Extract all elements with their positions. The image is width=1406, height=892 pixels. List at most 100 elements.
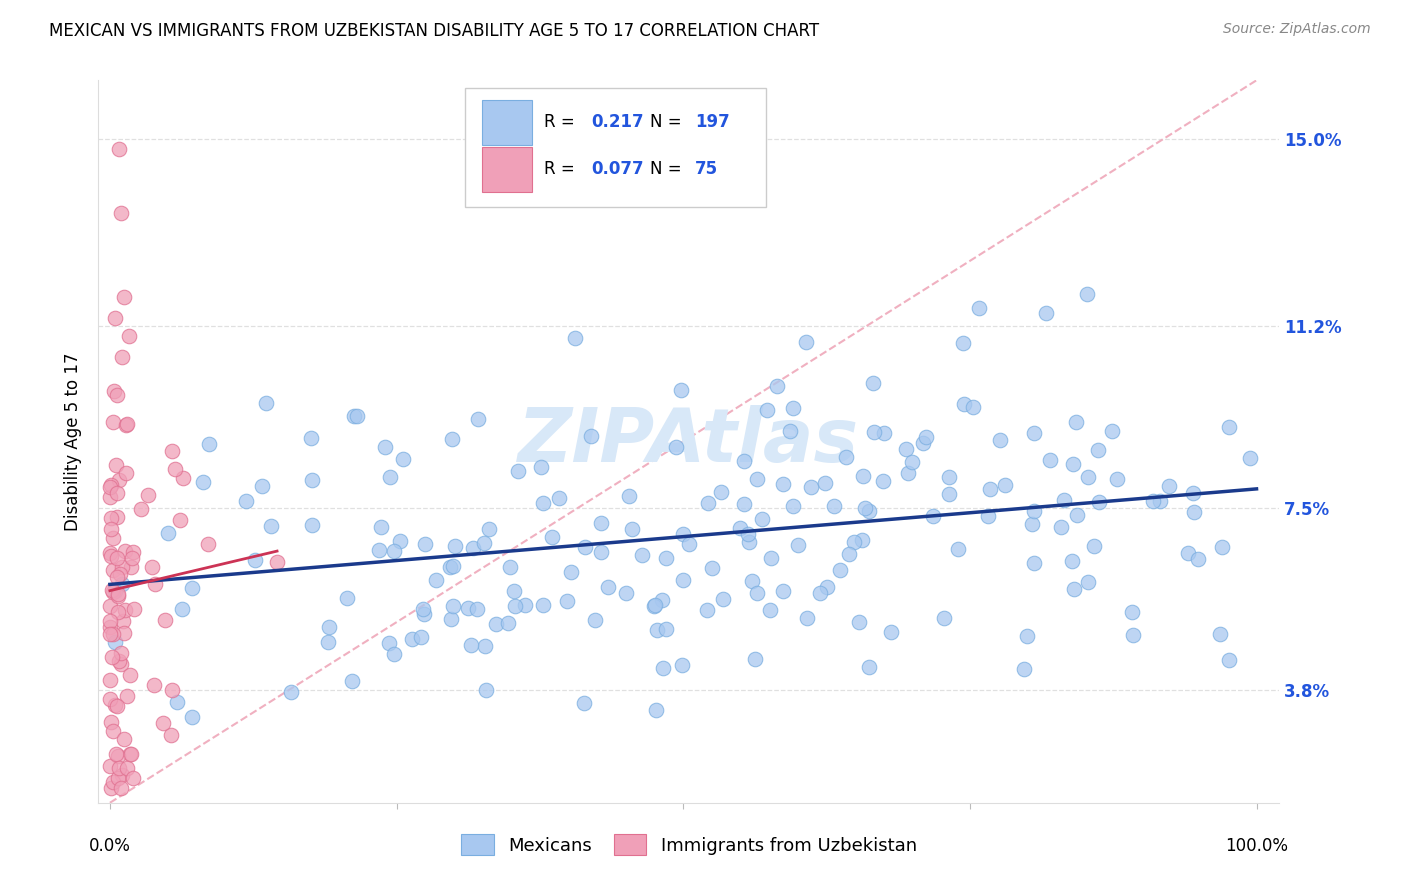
Point: [441, 599, 464, 613]
Point: [160, 444, 183, 458]
Point: [671, 658, 693, 673]
Text: 100.0%: 100.0%: [1225, 838, 1288, 855]
Point: [98, 759, 121, 773]
Point: [651, 593, 673, 607]
Point: [815, 580, 838, 594]
Point: [766, 379, 789, 393]
Point: [111, 767, 134, 781]
Point: [644, 598, 666, 612]
Point: [645, 624, 668, 638]
Text: 197: 197: [695, 113, 730, 131]
Point: [1039, 453, 1062, 467]
Point: [967, 301, 990, 315]
Point: [160, 728, 183, 742]
Point: [953, 397, 976, 411]
Point: [197, 537, 219, 551]
Point: [98, 627, 121, 641]
Point: [787, 538, 810, 552]
Point: [858, 504, 880, 518]
Point: [530, 460, 553, 475]
Point: [1218, 420, 1240, 434]
Point: [316, 634, 339, 648]
Point: [901, 454, 924, 468]
Point: [463, 541, 485, 556]
Point: [796, 611, 818, 625]
Point: [1149, 493, 1171, 508]
Point: [503, 599, 526, 613]
Point: [101, 650, 124, 665]
Point: [548, 491, 571, 506]
Point: [107, 748, 129, 763]
Point: [193, 475, 215, 489]
Point: [772, 583, 794, 598]
FancyBboxPatch shape: [482, 147, 531, 192]
Point: [343, 409, 366, 423]
Point: [104, 584, 127, 599]
Point: [112, 289, 135, 303]
Point: [368, 543, 391, 558]
Point: [318, 619, 340, 633]
Point: [378, 636, 401, 650]
Point: [938, 487, 960, 501]
Point: [336, 591, 359, 606]
Point: [115, 417, 138, 432]
Point: [733, 497, 755, 511]
Point: [560, 566, 582, 580]
Point: [873, 425, 896, 440]
Point: [104, 635, 127, 649]
Point: [1062, 554, 1084, 568]
Point: [503, 584, 526, 599]
Point: [112, 625, 135, 640]
Point: [160, 683, 183, 698]
Point: [118, 668, 141, 682]
Point: [141, 559, 163, 574]
Point: [513, 598, 536, 612]
Point: [574, 540, 596, 554]
Point: [104, 698, 127, 713]
Point: [655, 623, 678, 637]
Y-axis label: Disability Age 5 to 17: Disability Age 5 to 17: [65, 352, 83, 531]
Point: [260, 518, 283, 533]
Point: [862, 376, 884, 391]
Point: [374, 440, 396, 454]
Point: [460, 638, 482, 652]
Point: [401, 632, 423, 646]
Point: [101, 582, 124, 597]
Point: [103, 563, 125, 577]
Legend: Mexicans, Immigrants from Uzbekistan: Mexicans, Immigrants from Uzbekistan: [454, 827, 924, 863]
Point: [631, 548, 654, 562]
Point: [280, 684, 302, 698]
Point: [105, 551, 128, 566]
Text: 75: 75: [695, 161, 718, 178]
Point: [98, 599, 121, 613]
Point: [1064, 415, 1087, 429]
Text: N =: N =: [650, 113, 682, 131]
Point: [988, 433, 1011, 447]
Point: [1035, 305, 1057, 319]
Point: [384, 648, 406, 662]
Point: [1076, 287, 1098, 301]
Point: [412, 601, 434, 615]
Point: [814, 476, 837, 491]
Point: [541, 531, 564, 545]
Point: [107, 509, 129, 524]
Point: [485, 617, 508, 632]
Point: [100, 511, 122, 525]
Point: [153, 613, 176, 627]
FancyBboxPatch shape: [464, 87, 766, 207]
Point: [621, 522, 644, 536]
Point: [759, 603, 782, 617]
Point: [143, 576, 166, 591]
Point: [1050, 519, 1073, 533]
Point: [643, 599, 665, 613]
Point: [596, 581, 619, 595]
Point: [1121, 605, 1143, 619]
Point: [1088, 495, 1111, 509]
Point: [823, 499, 845, 513]
Point: [1087, 443, 1109, 458]
Point: [838, 547, 860, 561]
Point: [912, 435, 935, 450]
Point: [1022, 556, 1045, 570]
Point: [169, 513, 191, 527]
Point: [382, 544, 405, 558]
